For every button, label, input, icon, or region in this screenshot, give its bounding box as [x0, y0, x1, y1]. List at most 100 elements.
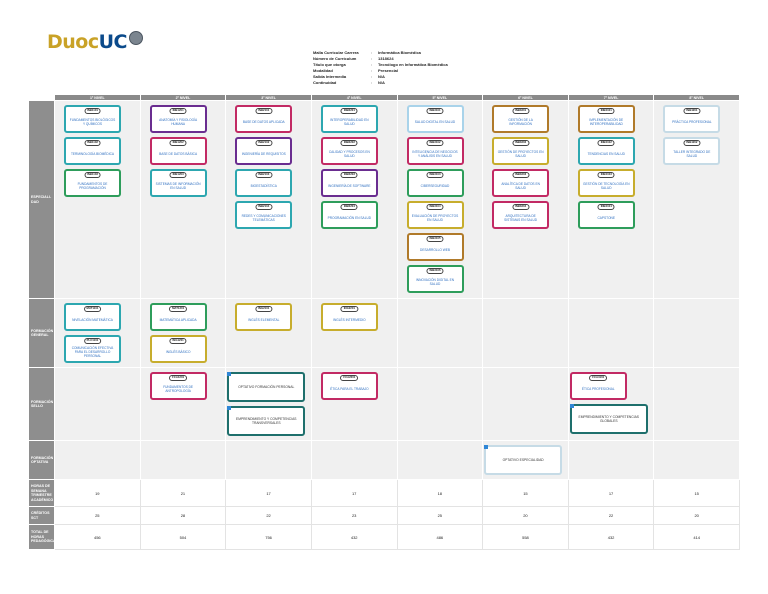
meta-row: Título que otorga: Tecnólogo en Informáti… [313, 62, 448, 68]
course-card[interactable]: EMPRENDIMIENTO Y COMPETENCIAS TRANSVERSA… [227, 406, 306, 436]
course-code: PLC1101 [83, 338, 102, 344]
cell: INB4101 IMPLEMENTACIÓN DE INTEROPERABILID… [567, 100, 655, 299]
course-code: ING1201 [169, 338, 187, 344]
cell: INB3201 GESTIÓN DE LA INFORMACIÓN INB3202 G… [482, 100, 569, 299]
course-code: INB1203 [169, 172, 187, 178]
course-card[interactable]: INB2202 CALIDAD Y PROCESOS EN SALUD [320, 137, 378, 165]
course-card[interactable]: INB2203 INGENIERÍA DE SOFTWARE [320, 169, 378, 197]
cell: ING2201 INGLÉS INTERMEDIO [310, 298, 398, 368]
meta-row: Salida Intermedia: N/A [313, 74, 448, 80]
course-name: REDES Y COMUNICACIONES TELEMÁTICAS [241, 213, 286, 222]
course-name: COMUNICACIÓN EFECTIVA PARA EL DESARROLLO… [71, 345, 114, 358]
course-card[interactable]: INB3101 SALUD DIGITAL EN SALUD [406, 105, 464, 133]
course-name: BASE DE DATOS APLICADA [242, 119, 285, 124]
meta-value: Informática Biomédica [378, 50, 421, 55]
course-card[interactable]: ING2201 INGLÉS INTERMEDIO [320, 303, 378, 331]
course-code: INB3106 [426, 268, 444, 274]
course-card[interactable]: INB3103 CIBERSEGURIDAD [406, 169, 464, 197]
course-code: INB2201 [340, 108, 358, 114]
course-card[interactable]: INB4202 TALLER INTEGRADO DE SALUD [663, 137, 721, 165]
cell [225, 440, 312, 480]
course-card[interactable]: INB4104 CAPSTONE [577, 201, 635, 229]
course-name: EMPRENDIMIENTO Y COMPETENCIAS GLOBALES [578, 415, 639, 423]
cell [396, 367, 484, 441]
stat-cell: 23 [310, 506, 398, 525]
course-card[interactable]: INB1202 BASE DE DATOS BÁSICA [149, 137, 207, 165]
course-card[interactable]: INB3104 EVALUACIÓN DE PROYECTOS EN SALUD [406, 201, 464, 229]
course-card[interactable]: FCA4101 ÉTICA PROFESIONAL [569, 372, 627, 400]
course-name: EVALUACIÓN DE PROYECTOS EN SALUD [411, 213, 459, 222]
cell: INB1201 ANATOMÍA Y FISIOLOGÍA HUMANA INB12… [139, 100, 227, 299]
course-card[interactable]: INB3106 INNOVACIÓN DIGITAL EN SALUD [406, 265, 464, 293]
course-card[interactable]: INB3201 GESTIÓN DE LA INFORMACIÓN [492, 105, 550, 133]
stat-cell: 17 [567, 479, 655, 507]
course-name: PRÁCTICA PROFESIONAL [672, 119, 712, 124]
course-card[interactable]: INB2204 PROGRAMACIÓN EN SALUD [320, 201, 378, 229]
course-card[interactable]: INB1101 FUNDAMENTOS BIOLÓGICOS Y QUÍMICOS [64, 105, 121, 133]
meta-sep: : [371, 50, 373, 55]
course-card[interactable]: ING1201 INGLÉS BÁSICO [149, 335, 207, 363]
stat-cell: 558 [482, 524, 569, 550]
course-card[interactable]: INB1203 SISTEMAS DE INFORMACIÓN EN SALUD [149, 169, 207, 197]
course-card[interactable]: INB2201 INTEROPERABILIDAD EN SALUD [320, 105, 378, 133]
course-card[interactable]: INB1103 FUNDAMENTOS DE PROGRAMACIÓN [64, 169, 121, 197]
row-label: FORMACIÓN OPTATIVA [28, 440, 55, 480]
cell [396, 298, 484, 368]
course-code: INB1103 [84, 172, 101, 178]
course-name: PROGRAMACIÓN EN SALUD [327, 215, 372, 220]
cell: OPTATIVO FORMACIÓN PERSONAL EMPRENDIMIENT… [225, 367, 312, 441]
course-card[interactable]: OPTATIVO ESPECIALIDAD [484, 445, 563, 475]
stat-cell: 25 [54, 506, 141, 525]
course-code: INB1201 [169, 108, 187, 114]
course-code: FCA4101 [589, 375, 608, 381]
course-card[interactable]: INB1201 ANATOMÍA Y FISIOLOGÍA HUMANA [149, 105, 207, 133]
course-name: TERMINOLOGÍA BIOMÉDICA [70, 151, 115, 156]
course-card[interactable]: INB2103 BIOESTADÍSTICA [235, 169, 293, 197]
meta-key: Número de Currículum [313, 56, 357, 61]
meta-row: Malla Curricular Carrera: Informática Bio… [313, 50, 448, 56]
course-card[interactable]: ING2101 INGLÉS ELEMENTAL [235, 303, 293, 331]
course-card[interactable]: MAT1101 NIVELACIÓN MATEMÁTICA [64, 303, 121, 331]
course-card[interactable]: EMPRENDIMIENTO Y COMPETENCIAS GLOBALES [569, 404, 648, 434]
seal-icon [129, 31, 143, 45]
course-code: INB4202 [683, 140, 701, 146]
course-card[interactable]: OPTATIVO FORMACIÓN PERSONAL [227, 372, 306, 402]
course-card[interactable]: MAT1201 MATEMÁTICA APLICADA [149, 303, 207, 331]
course-card[interactable]: INB2104 REDES Y COMUNICACIONES TELEMÁTICA… [235, 201, 293, 229]
course-card[interactable]: INB1102 TERMINOLOGÍA BIOMÉDICA [64, 137, 121, 165]
stat-cell: 22 [225, 506, 312, 525]
course-card[interactable]: INB2102 INGENIERÍA DE REQUISITOS [235, 137, 293, 165]
course-card[interactable]: PLC1101 COMUNICACIÓN EFECTIVA PARA EL DES… [64, 335, 121, 363]
course-card[interactable]: INB3105 DESARROLLO WEB [406, 233, 464, 261]
course-name: ANATOMÍA Y FISIOLOGÍA HUMANA [159, 117, 198, 126]
course-card[interactable]: FCA1201 FUNDAMENTOS DE ANTROPOLOGÍA [149, 372, 207, 400]
course-card[interactable]: INB2101 BASE DE DATOS APLICADA [235, 105, 293, 133]
course-name: TALLER INTEGRADO DE SALUD [673, 149, 711, 158]
course-card[interactable]: INB3203 ANALÍTICA DE DATOS EN SALUD [492, 169, 550, 197]
course-card[interactable]: INB4102 TENDENCIAS EN SALUD [577, 137, 635, 165]
course-name: INGLÉS BÁSICO [165, 349, 191, 354]
course-name: BASE DE DATOS BÁSICA [159, 151, 198, 156]
meta-sep: : [371, 80, 373, 85]
course-code: INB2101 [255, 108, 273, 114]
course-name: FUNDAMENTOS DE ANTROPOLOGÍA [163, 384, 194, 393]
course-card[interactable]: INB3202 GESTIÓN DE PROYECTOS EN SALUD [492, 137, 550, 165]
course-card[interactable]: INB3204 ARQUITECTURA DE SISTEMAS EN SALUD [492, 201, 550, 229]
course-code: INB2203 [340, 172, 358, 178]
course-code: INB4104 [597, 204, 615, 210]
meta-row: Número de Currículum:1318624 [313, 56, 448, 62]
course-card[interactable]: INB4103 GESTIÓN DE TECNOLOGÍA EN SALUD [577, 169, 635, 197]
course-card[interactable]: FCA2201 ÉTICA PARA EL TRABAJO [320, 372, 378, 400]
course-code: INB3201 [512, 108, 530, 114]
course-name: BIOESTADÍSTICA [250, 183, 277, 188]
course-name: FUNDAMENTOS DE PROGRAMACIÓN [77, 181, 108, 190]
course-card[interactable]: INB3102 INTELIGENCIA DE NEGOCIOS Y ANÁLIS… [406, 137, 464, 165]
stat-cell: 18 [396, 479, 484, 507]
course-name: INTELIGENCIA DE NEGOCIOS Y ANÁLISIS EN S… [412, 149, 458, 158]
course-card[interactable]: INB4101 IMPLEMENTACIÓN DE INTEROPERABILID… [577, 105, 635, 133]
meta-key: Malla Curricular Carrera [313, 50, 359, 55]
row-sello: FORMACIÓN SELLO FCA1201 FUNDAMENTOS DE AN… [28, 367, 740, 441]
course-code: FCA1201 [169, 375, 188, 381]
stat-cell: 25 [396, 506, 484, 525]
course-card[interactable]: INB4201 PRÁCTICA PROFESIONAL [663, 105, 721, 133]
